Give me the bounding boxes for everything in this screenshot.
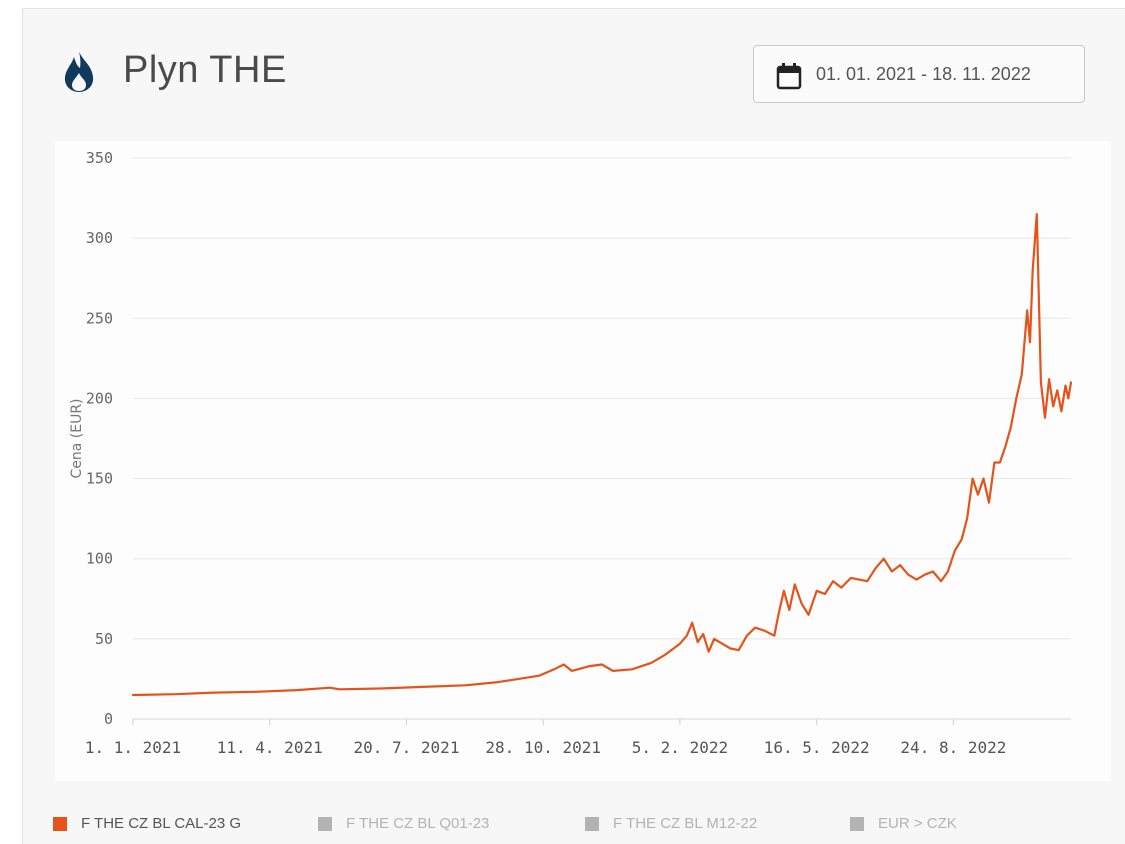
y-tick-label: 0 [104,710,113,728]
flame-icon [64,51,94,92]
plot-area: 0 50 100 150 200 250 300 350 1. 1. 2021 11. 4. 20… [55,141,1111,781]
x-tick-label: 16. 5. 2022 [764,738,870,757]
y-tick-label: 350 [86,149,113,167]
x-tick-label: 5. 2. 2022 [632,738,728,757]
legend-swatch [585,817,599,831]
x-tick-label: 28. 10. 2021 [485,738,601,757]
y-tick-label: 50 [95,630,113,648]
x-tick-label: 11. 4. 2021 [217,738,323,757]
page-title: Plyn THE [123,49,287,91]
legend-label: F THE CZ BL Q01-23 [346,815,490,832]
legend-swatch [318,817,332,831]
y-tick-label: 300 [86,229,113,247]
legend-swatch [850,817,864,831]
y-tick-label: 100 [86,550,113,568]
y-axis-label: Cena (EUR) [69,398,85,478]
y-tick-label: 250 [86,309,113,327]
chart-card: Plyn THE 01. 01. 2021 - 18. 11. 2022 0 50… [22,8,1125,844]
x-tick-label: 1. 1. 2021 [85,738,181,757]
legend-label: EUR > CZK [878,815,957,832]
y-tick-label: 200 [86,389,113,407]
date-range-button[interactable]: 01. 01. 2021 - 18. 11. 2022 [753,45,1085,103]
date-range-label: 01. 01. 2021 - 18. 11. 2022 [816,64,1031,84]
card-header: Plyn THE 01. 01. 2021 - 18. 11. 2022 [23,9,1125,129]
series-line [131,213,1073,697]
x-tick-label: 20. 7. 2021 [353,738,459,757]
line-chart: 0 50 100 150 200 250 300 350 1. 1. 2021 11. 4. 20… [69,149,1073,757]
calendar-icon [776,63,802,90]
legend-swatch [53,817,67,831]
legend-label: F THE CZ BL M12-22 [613,815,758,832]
y-tick-label: 150 [86,470,113,488]
legend-label: F THE CZ BL CAL-23 G [81,815,242,832]
x-tick-label: 24. 8. 2022 [900,738,1006,757]
